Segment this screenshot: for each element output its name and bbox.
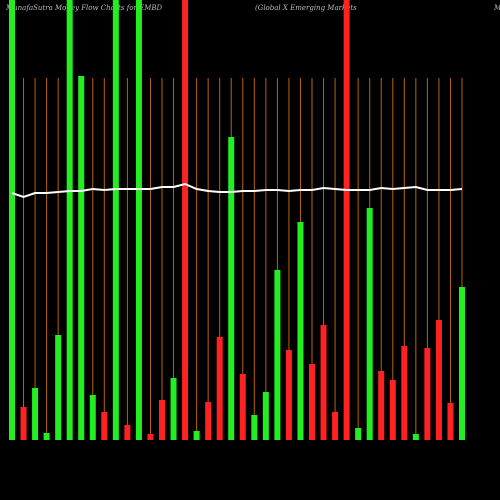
bar bbox=[285, 350, 292, 440]
bar bbox=[309, 364, 315, 440]
bar bbox=[332, 412, 339, 440]
bar bbox=[89, 395, 96, 440]
bar bbox=[78, 76, 85, 440]
money-flow-line bbox=[11, 182, 463, 199]
bar bbox=[228, 137, 235, 440]
bar bbox=[459, 287, 465, 440]
bar bbox=[9, 0, 15, 440]
chart-title-right: M bbox=[493, 4, 500, 12]
bar bbox=[378, 371, 385, 440]
bar bbox=[355, 428, 362, 440]
chart-subtitle: (Global X Emerging Markets bbox=[255, 4, 357, 12]
bar bbox=[182, 0, 189, 440]
bar bbox=[366, 208, 373, 440]
bar bbox=[251, 415, 258, 440]
bar bbox=[435, 320, 442, 440]
chart-title: MunafaSutra Money Flow Charts for EMBD bbox=[5, 4, 163, 12]
bar bbox=[66, 0, 73, 440]
bar bbox=[32, 388, 39, 440]
bar bbox=[205, 402, 212, 440]
bar bbox=[147, 434, 154, 440]
bar bbox=[239, 374, 246, 440]
bar bbox=[55, 335, 62, 440]
bar bbox=[216, 337, 223, 440]
bar bbox=[297, 222, 304, 440]
bar bbox=[343, 0, 350, 440]
bar bbox=[447, 403, 454, 440]
bar bbox=[159, 400, 165, 440]
bar bbox=[101, 412, 108, 440]
bar bbox=[112, 0, 119, 440]
bar bbox=[401, 346, 408, 440]
bar bbox=[124, 425, 131, 440]
bar bbox=[262, 392, 269, 440]
bar bbox=[320, 325, 327, 440]
bar bbox=[170, 378, 177, 440]
bar bbox=[43, 433, 50, 440]
bar bbox=[389, 380, 396, 440]
bar bbox=[193, 431, 200, 440]
bar bbox=[412, 434, 419, 440]
bar bbox=[20, 407, 27, 440]
bar bbox=[424, 348, 431, 440]
bar bbox=[274, 270, 281, 440]
bar bbox=[135, 0, 142, 440]
